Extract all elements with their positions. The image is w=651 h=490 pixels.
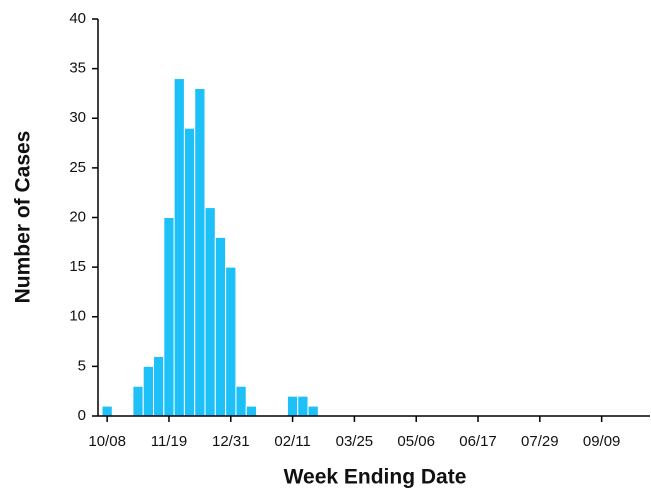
bar: [153, 355, 165, 417]
x-tick-label: 12/31: [212, 433, 250, 450]
bar: [204, 207, 216, 417]
y-tick-label: 40: [69, 10, 86, 27]
bar: [163, 217, 175, 417]
bar: [142, 365, 155, 417]
x-tick-label: 09/09: [583, 433, 621, 450]
bar: [183, 127, 196, 417]
bar: [286, 395, 299, 417]
bar: [225, 266, 237, 417]
y-tick-label: 25: [69, 159, 86, 176]
y-tick-label: 35: [69, 60, 86, 77]
x-tick-label: 10/08: [88, 433, 126, 450]
bar: [173, 78, 185, 417]
y-axis-title: Number of Cases: [12, 131, 35, 304]
y-tick-label: 0: [78, 407, 86, 424]
x-tick-label: 07/29: [521, 433, 559, 450]
bar: [132, 385, 144, 417]
y-tick-label: 15: [69, 258, 86, 275]
x-tick-label: 05/06: [397, 433, 435, 450]
bar: [297, 395, 309, 417]
bar: [235, 385, 247, 417]
x-axis-title: Week Ending Date: [284, 466, 467, 489]
x-tick-label: 03/25: [336, 433, 374, 450]
bar: [307, 405, 319, 417]
bar: [214, 236, 227, 417]
x-tick-label: 11/19: [151, 433, 187, 450]
bar: [194, 87, 206, 417]
bar: [101, 405, 113, 417]
y-tick-label: 20: [69, 208, 86, 225]
y-tick-label: 30: [69, 109, 86, 126]
x-tick-label: 02/11: [274, 433, 310, 450]
y-tick-label: 5: [78, 357, 86, 374]
bar: [245, 405, 258, 417]
y-tick-label: 10: [69, 308, 86, 325]
x-tick-label: 06/17: [459, 433, 497, 450]
